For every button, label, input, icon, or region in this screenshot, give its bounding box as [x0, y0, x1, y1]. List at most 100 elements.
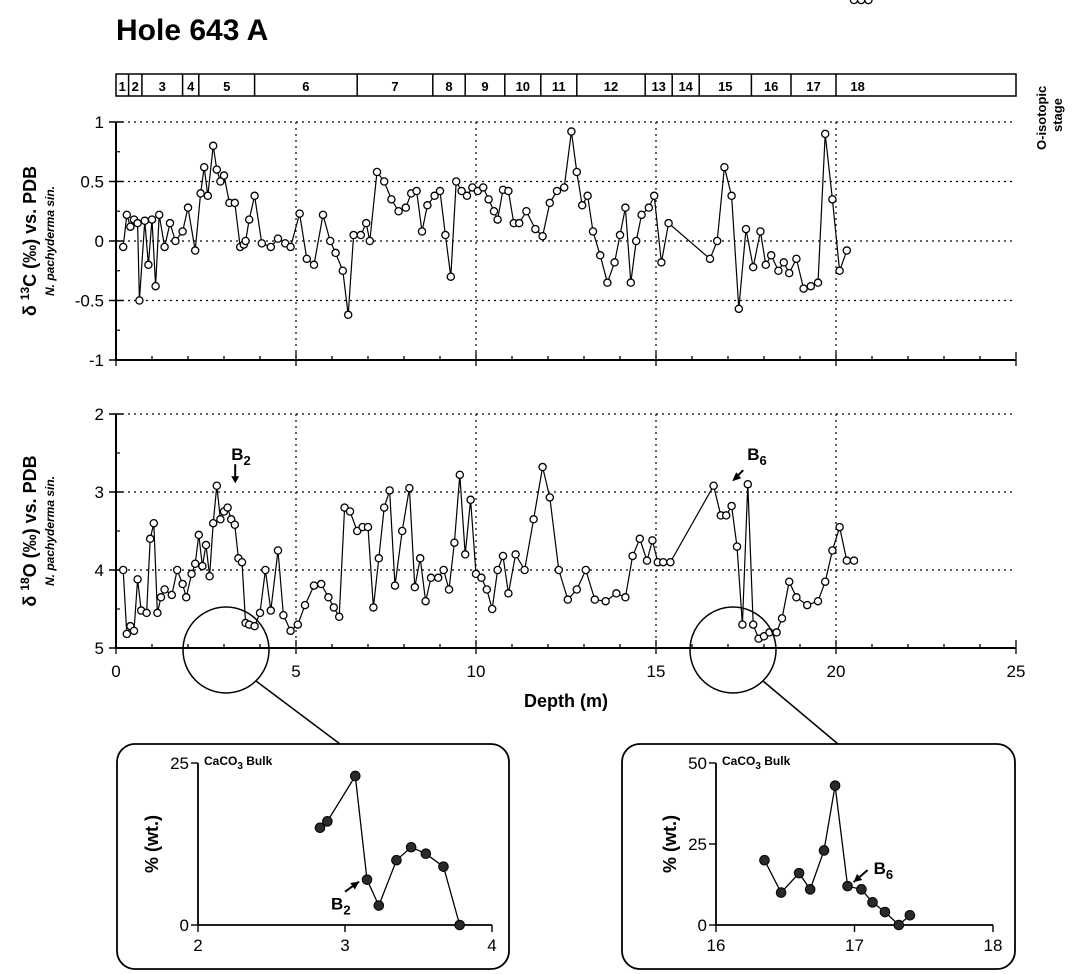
inset-y-label-group: % (wt.) [142, 815, 162, 873]
data-point [421, 596, 430, 606]
data-point [842, 556, 852, 565]
inset-data-point [759, 854, 770, 866]
data-point [190, 559, 200, 569]
data-point [531, 224, 540, 234]
x-tick-label: 10 [467, 662, 486, 681]
data-point [766, 251, 776, 260]
data-point [489, 206, 499, 216]
data-point [642, 556, 652, 565]
data-point [493, 565, 502, 575]
data-point [118, 565, 128, 575]
data-point [806, 281, 816, 291]
stage-label-9: 9 [481, 79, 488, 94]
data-point [455, 470, 465, 480]
data-point [615, 230, 625, 240]
data-point [588, 227, 598, 236]
data-point [118, 242, 128, 252]
stage-label-8: 8 [445, 79, 452, 94]
data-point [835, 522, 844, 532]
zoom-link-b6 [762, 680, 839, 745]
data-point [583, 191, 592, 201]
stage-bar-frame [115, 73, 1017, 97]
data-point [545, 198, 555, 208]
data-point [349, 230, 358, 240]
inset-x-tick-label: 4 [487, 936, 496, 955]
data-point [145, 534, 155, 544]
data-point [318, 210, 328, 220]
data-point [828, 546, 837, 555]
data-point [732, 542, 742, 551]
data-point [705, 254, 715, 264]
inset-x-tick-label: 18 [984, 936, 1003, 955]
data-point [387, 195, 396, 204]
stage-label-12: 12 [604, 79, 618, 94]
data-point [504, 186, 513, 196]
data-point [828, 195, 837, 204]
data-point [478, 183, 488, 192]
data-point [394, 206, 403, 216]
y-label-text: C (‰) vs. PDB [20, 166, 40, 287]
data-point [133, 575, 142, 584]
data-point [504, 589, 513, 598]
data-point [595, 251, 605, 260]
data-point [820, 577, 830, 586]
data-point [482, 585, 492, 594]
y-tick-label: 5 [95, 639, 104, 658]
data-point [439, 565, 448, 575]
stage-label-16: 16 [764, 79, 778, 94]
stage-label-5: 5 [223, 79, 230, 94]
data-point [545, 493, 555, 502]
data-point [648, 536, 657, 545]
data-point [738, 620, 747, 629]
data-point [631, 236, 641, 246]
y-label-text: O (‰) vs. PDB [20, 455, 40, 577]
y-axis-label-group: δ 18O (‰) vs. PDB N. pachyderma sin. [18, 455, 57, 606]
data-point [457, 186, 466, 196]
data-point [538, 231, 547, 241]
data-point [603, 278, 612, 287]
data-point [331, 248, 340, 258]
data-point [621, 593, 630, 602]
y-tick-label: 4 [95, 561, 104, 580]
data-point [300, 600, 310, 610]
data-point [792, 254, 801, 264]
annotation-arrowhead [732, 472, 742, 482]
x-axis-label: Depth (m) [524, 691, 608, 711]
zoom-link-b2 [255, 680, 341, 745]
y-axis-label: δ 18O (‰) vs. PDB [18, 455, 40, 606]
annotation-letter: B [231, 445, 243, 464]
data-point [572, 167, 582, 177]
data-point [361, 218, 371, 228]
data-point [365, 236, 375, 246]
inset-y-label-group: % (wt.) [660, 815, 680, 873]
data-point [241, 236, 250, 246]
inset-data-point [314, 822, 326, 834]
data-point [216, 515, 225, 524]
data-point [201, 540, 211, 550]
inset-annotation-letter: B [874, 859, 886, 878]
data-point [777, 614, 787, 623]
data-point [151, 281, 160, 291]
data-point [441, 230, 450, 240]
data-point [133, 218, 142, 228]
data-point [417, 227, 427, 236]
inset-frame [116, 743, 510, 970]
data-point [149, 518, 159, 528]
data-point [761, 260, 771, 270]
data-point [279, 610, 288, 620]
inset-data-point [438, 861, 449, 872]
data-point [779, 258, 789, 267]
data-point [657, 258, 666, 267]
data-point [244, 215, 254, 224]
data-point [261, 565, 270, 575]
data-point [412, 186, 421, 196]
data-point [772, 628, 781, 637]
data-point [484, 195, 493, 204]
data-point [784, 577, 794, 586]
data-point [266, 242, 276, 252]
inset-x-tick-label: 17 [845, 936, 864, 955]
data-point [487, 604, 497, 614]
data-point [511, 550, 520, 559]
